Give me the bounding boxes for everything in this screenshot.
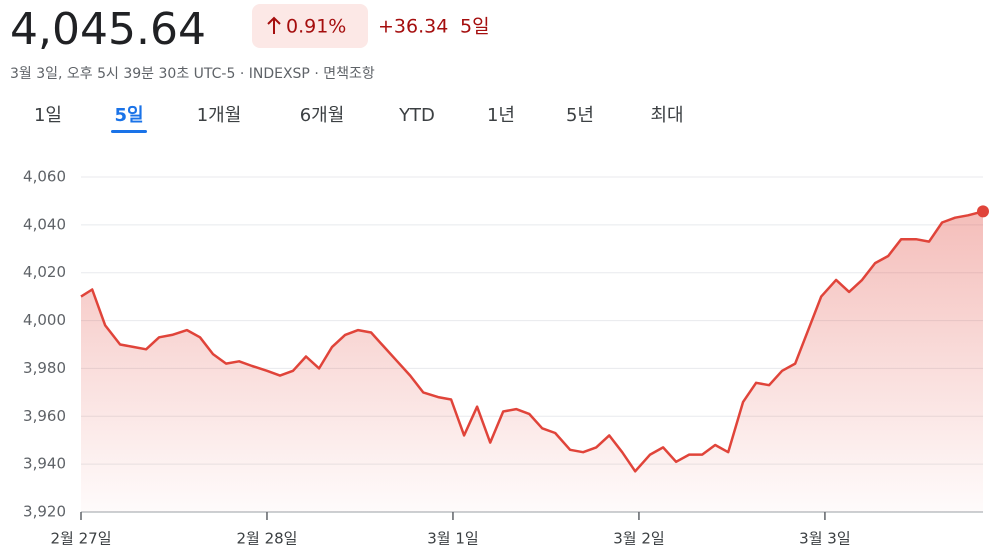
tab[interactable]: 5일 [114,105,143,126]
change-pct: 0.91% [286,16,346,38]
plot: 3,920 3,940 3,960 3,980 4,000 4,020 4,040 4,060… [23,168,989,548]
x-tick-label: 2월 28일 [236,530,297,548]
last-point [977,205,989,218]
tabs: 1일 5일 1개월 6개월 YTD 1년 5년 최대 [34,105,684,133]
tab[interactable]: 6개월 [300,105,345,126]
y-tick-label: 3,980 [23,359,66,377]
up-arrow [267,16,281,34]
area [81,211,983,512]
x-tick-label: 3월 1일 [427,530,478,548]
y-tick-label: 3,960 [23,407,66,425]
y-tick-label: 4,040 [23,215,66,233]
y-tick-label: 4,060 [23,168,66,186]
change: +36.34 [378,16,448,38]
tab[interactable]: 1년 [487,105,515,126]
tab[interactable]: 1일 [34,105,62,126]
tab[interactable]: 1개월 [197,105,242,126]
x-tick-label: 3월 2일 [613,530,664,548]
y-tick-label: 3,940 [23,455,66,473]
tab[interactable]: 5년 [566,105,594,126]
price: 4,045.64 [10,4,206,55]
tab[interactable]: 최대 [650,105,683,126]
tab[interactable]: YTD [398,105,435,126]
change-badge [252,4,368,48]
y-tick-label: 3,920 [23,503,66,521]
tab-underline [111,130,147,133]
x-tick-label: 3월 3일 [799,530,850,548]
y-tick-label: 4,000 [23,311,66,329]
y-tick-label: 4,020 [23,263,66,281]
period: 5일 [460,16,490,38]
price-line [80,210,984,473]
meta: 3월 3일, 오후 5시 39분 30초 UTC-5 · INDEXSP · 면… [10,66,375,82]
x-tick-label: 2월 27일 [51,530,112,548]
